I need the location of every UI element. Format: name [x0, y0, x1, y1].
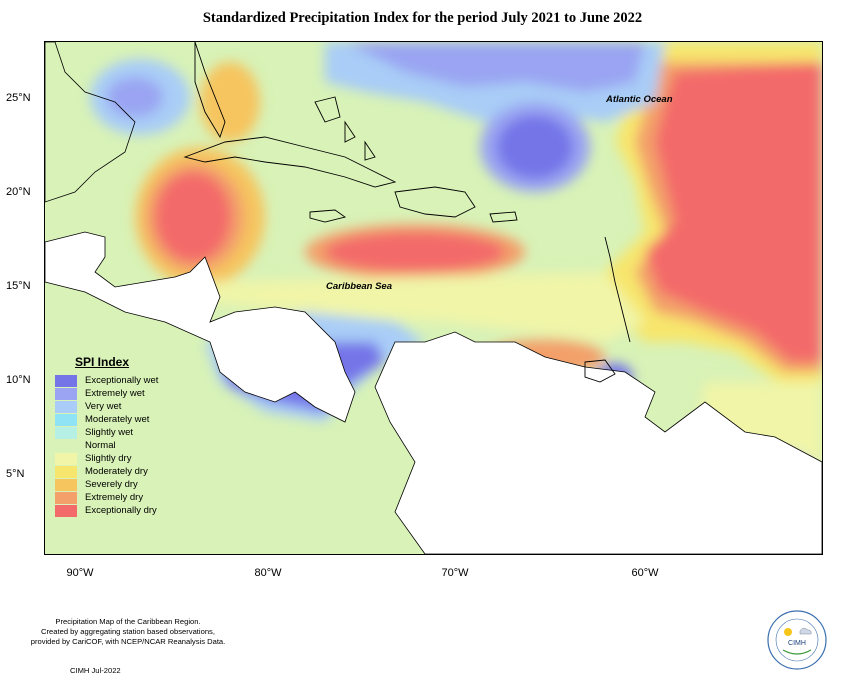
legend-swatch [55, 466, 77, 478]
footer-line: Created by aggregating station based obs… [41, 627, 215, 636]
bahamas-outline [314, 96, 376, 161]
caribbean-exceptional-dry [325, 232, 505, 272]
bahamas-exceptional-wet [497, 115, 573, 179]
legend-label: Exceptionally wet [85, 375, 159, 386]
longitude-tick: 60°W [631, 567, 659, 579]
legend-swatch [55, 492, 77, 504]
legend-swatch [55, 427, 77, 439]
legend-label: Normal [85, 440, 116, 451]
logo-inner-ring [775, 618, 819, 662]
cuba-outline [183, 136, 397, 188]
hispaniola-outline [394, 186, 476, 218]
legend-title: SPI Index [75, 355, 130, 369]
latitude-tick: 5°N [6, 468, 25, 480]
logo-wave [782, 649, 812, 655]
latitude-tick: 15°N [6, 280, 31, 292]
islands [183, 42, 631, 383]
trinidad-outline [584, 359, 616, 383]
longitude-tick: 70°W [441, 567, 469, 579]
legend-swatch [55, 505, 77, 517]
map-title: Standardized Precipitation Index for the… [202, 10, 643, 26]
footer-credits: Precipitation Map of the Caribbean Regio… [8, 617, 248, 647]
legend-label: Exceptionally dry [85, 505, 157, 516]
latitude-tick: 10°N [6, 374, 31, 386]
legend-label: Slightly wet [85, 427, 134, 438]
legend-label: Very wet [85, 401, 122, 412]
jamaica-outline [309, 209, 347, 223]
mexico-gulf-coast [45, 42, 136, 203]
spi-map [44, 41, 823, 555]
legend-label: Moderately wet [85, 414, 150, 425]
latitude-tick: 20°N [6, 186, 31, 198]
legend-swatch [55, 440, 77, 452]
longitude-tick: 90°W [66, 567, 94, 579]
land-masses [45, 42, 822, 554]
yucatan-exceptional-dry [155, 172, 231, 262]
mid-caribbean-slightly-dry [195, 272, 645, 342]
legend-swatch [55, 453, 77, 465]
legend-label: Moderately dry [85, 466, 148, 477]
footer-line: provided by CariCOF, with NCEP/NCAR Rean… [30, 637, 226, 646]
sun-icon [784, 628, 792, 636]
gulf-extreme-wet [107, 77, 163, 117]
cloud-icon [799, 628, 812, 635]
legend-swatch [55, 479, 77, 491]
south-america [374, 331, 822, 554]
central-america [45, 231, 356, 423]
atlantic-ocean-label: Atlantic Ocean [606, 94, 673, 105]
legend-swatch [55, 388, 77, 400]
spi-map-canvas [45, 42, 822, 554]
legend-swatch [55, 401, 77, 413]
lesser-antilles-outline [604, 236, 631, 343]
florida-dry-area [200, 62, 260, 142]
logo-text: CIMH [788, 640, 806, 647]
legend-label: Slightly dry [85, 453, 132, 464]
florida-outline [194, 42, 226, 139]
logo-ring [767, 610, 827, 670]
legend-label: Extremely wet [85, 388, 145, 399]
legend-swatch [55, 414, 77, 426]
atlantic-dry-exceptional [645, 62, 822, 362]
northern-extreme-wet [345, 42, 645, 92]
legend-label: Extremely dry [85, 492, 144, 503]
legend-swatch [55, 375, 77, 387]
legend-label: Severely dry [85, 479, 138, 490]
longitude-tick: 80°W [254, 567, 282, 579]
footer-date: CIMH Jul-2022 [70, 666, 121, 675]
cimh-logo: CIMH [767, 610, 827, 670]
puerto-rico-outline [489, 211, 518, 223]
footer-line: Precipitation Map of the Caribbean Regio… [55, 617, 201, 626]
caribbean-sea-label: Caribbean Sea [326, 281, 392, 292]
latitude-tick: 25°N [6, 92, 31, 104]
